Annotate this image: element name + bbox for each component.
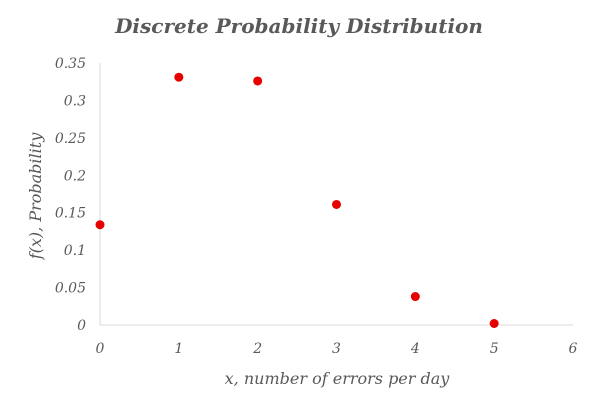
data-point: [332, 199, 341, 209]
chart-title: Discrete Probability Distribution: [114, 14, 483, 38]
y-tick-label: 0.3: [64, 93, 86, 109]
y-tick-label: 0.05: [55, 281, 86, 297]
x-tick-label: 0: [96, 341, 105, 357]
y-axis-ticks: 0 0.05 0.1 0.15 0.2 0.25 0.3 0.35: [55, 56, 86, 334]
data-points: [95, 72, 499, 329]
y-tick-label: 0.25: [55, 131, 86, 147]
plot-area: 0 1 2 3 4 5 6 0 0.05 0.1 0.15 0.2 0.25 0.3 0.35: [55, 56, 578, 357]
x-axis-label: x, number of errors per day: [225, 369, 451, 388]
y-tick-label: 0.15: [55, 206, 86, 222]
y-tick-label: 0.35: [55, 56, 86, 72]
data-point: [95, 220, 105, 230]
data-point: [174, 72, 184, 82]
x-tick-label: 4: [410, 341, 420, 357]
data-point: [253, 76, 263, 86]
y-tick-label: 0.2: [64, 168, 86, 184]
data-point: [410, 292, 420, 302]
y-tick-label: 0: [77, 318, 86, 334]
x-tick-label: 6: [569, 341, 578, 357]
x-tick-label: 2: [252, 341, 262, 357]
y-tick-label: 0.1: [64, 243, 86, 259]
y-axis-label: f(x), Probability: [26, 132, 45, 260]
x-tick-label: 5: [490, 341, 499, 357]
x-tick-label: 1: [174, 341, 183, 357]
x-axis-ticks: 0 1 2 3 4 5 6: [96, 341, 578, 357]
data-point: [489, 319, 499, 329]
x-tick-label: 3: [332, 341, 341, 357]
